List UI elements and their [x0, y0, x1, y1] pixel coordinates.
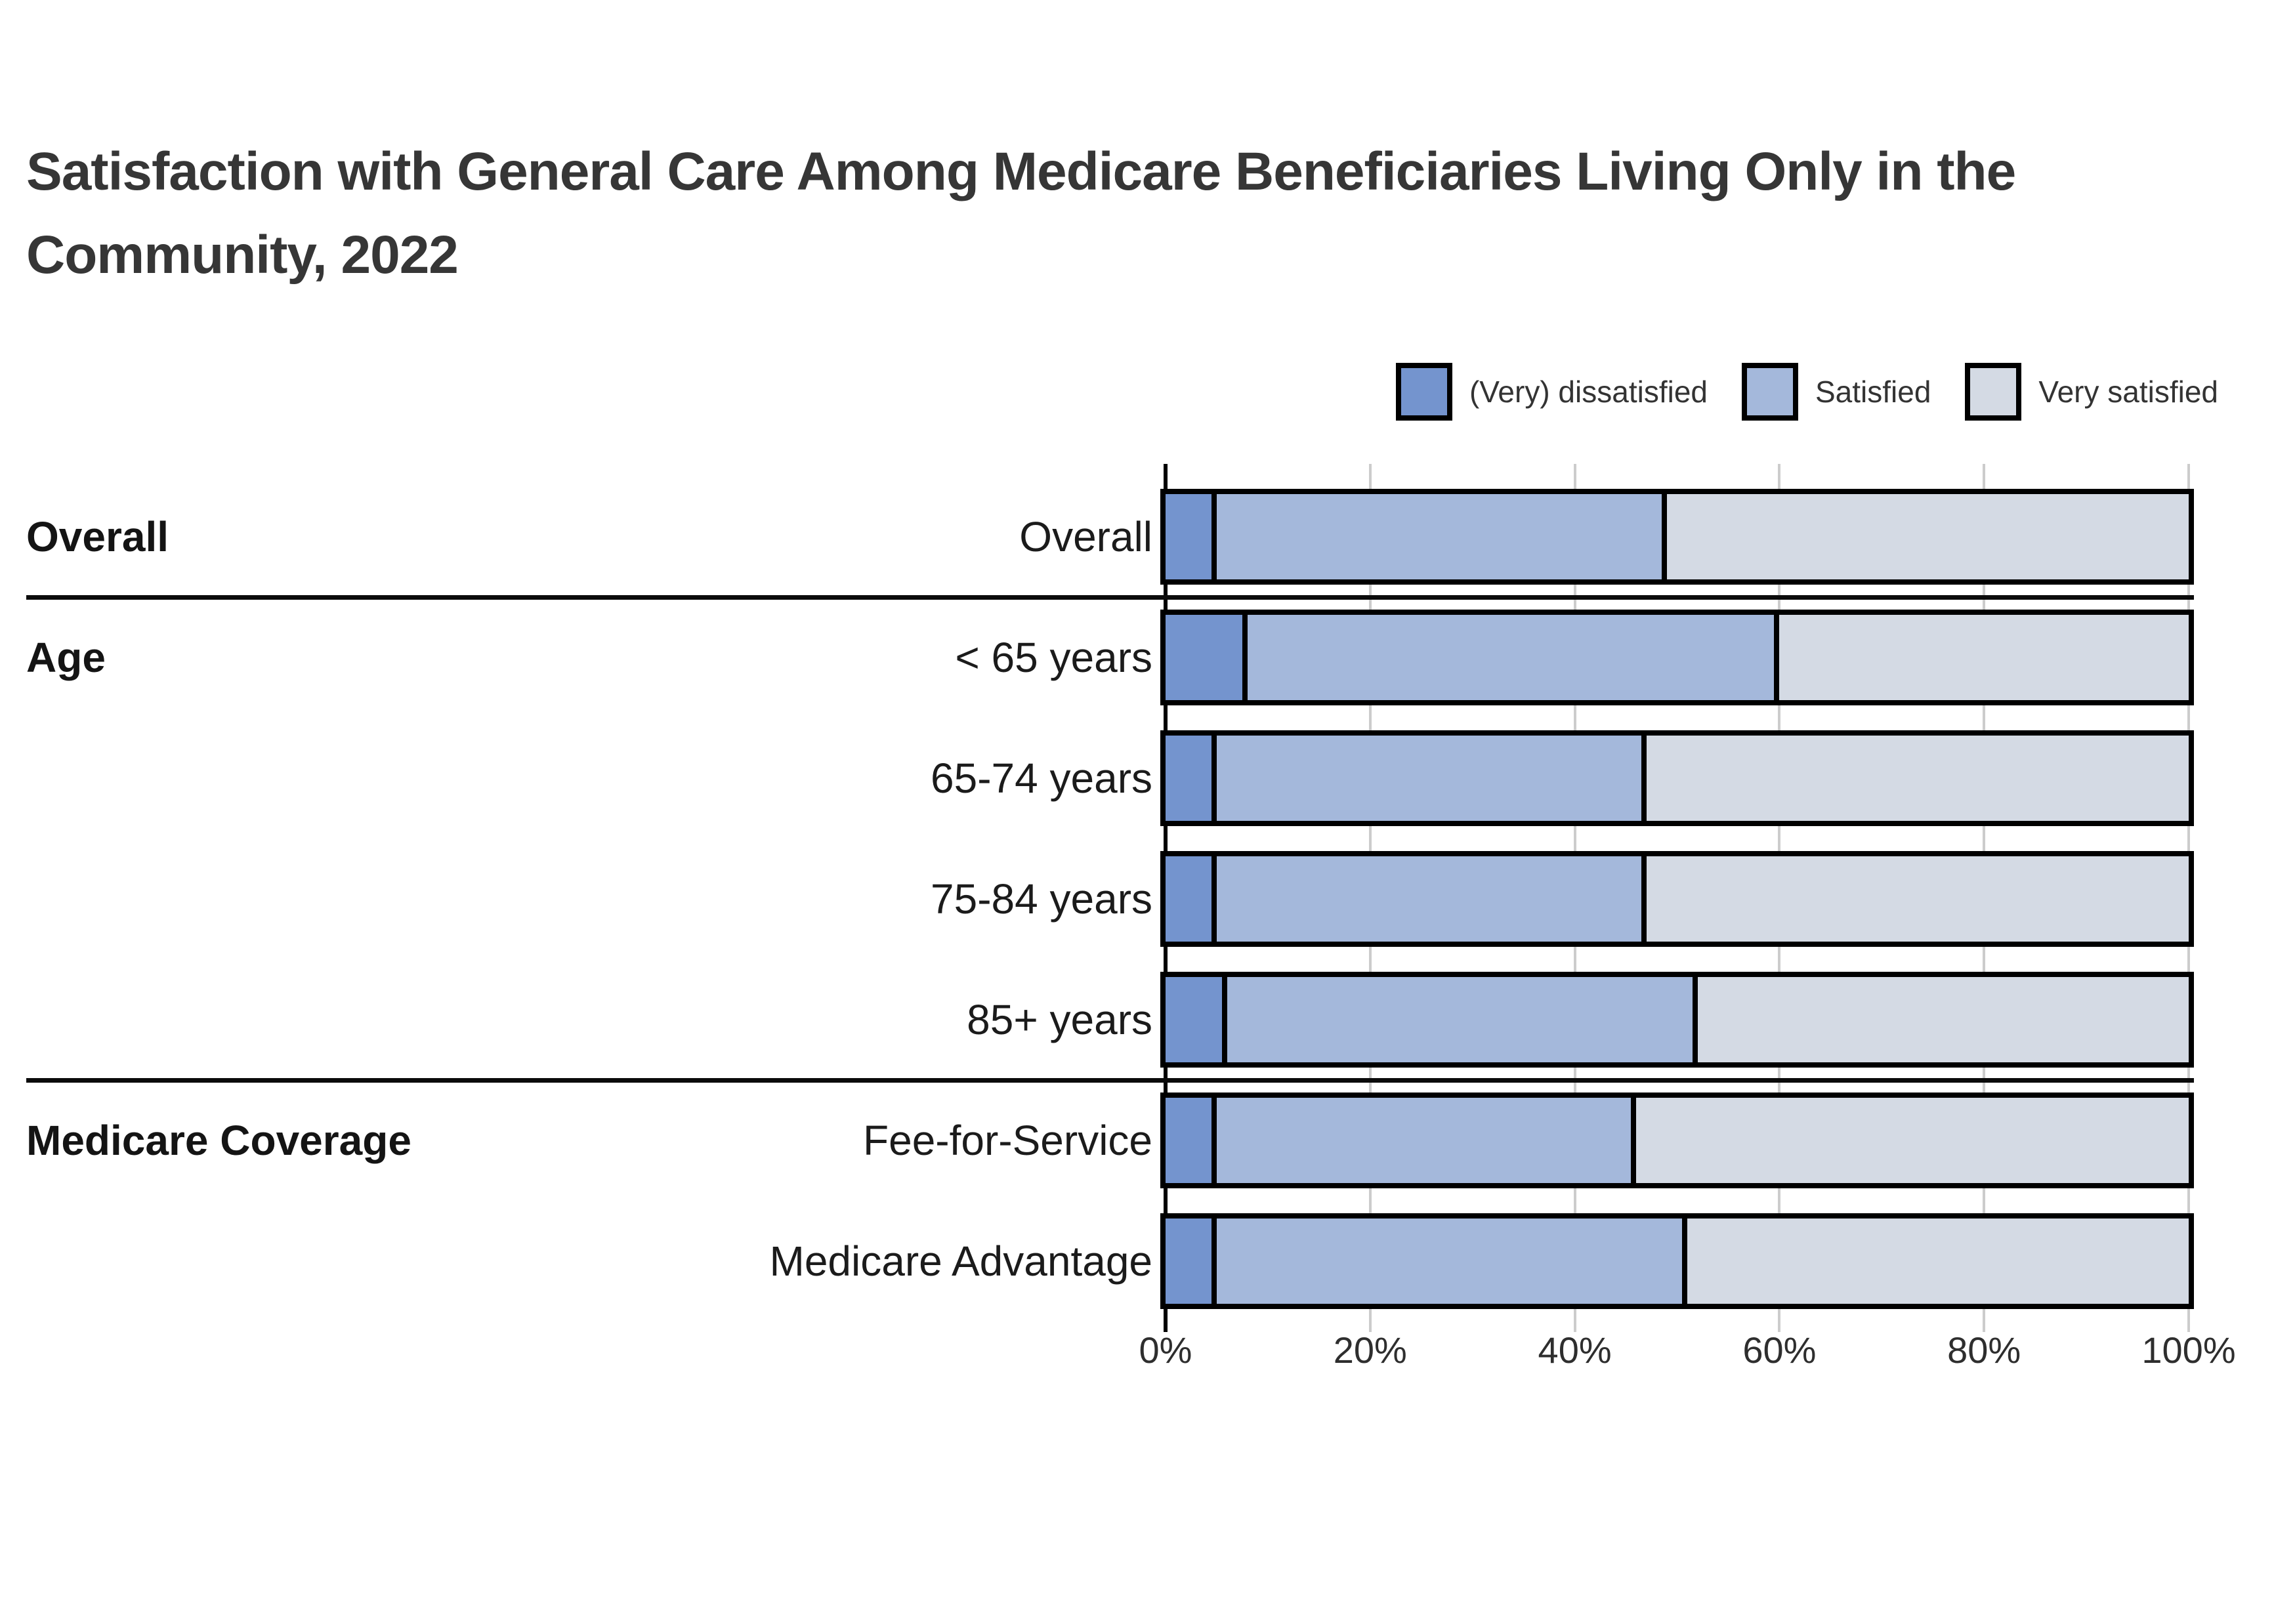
bar-segment-satisfied: [1216, 1218, 1688, 1304]
bar-segment-satisfied: [1216, 856, 1647, 942]
legend-item-very-dissatisfied: (Very) dissatisfied: [1395, 363, 1708, 421]
x-tick-label-100: 100%: [2141, 1329, 2236, 1371]
group-label-age: Age: [26, 634, 106, 681]
bar-segment-very-satisfied: [1697, 977, 2189, 1062]
group-separator-line: [26, 1078, 2194, 1083]
x-tick-label-0: 0%: [1139, 1329, 1192, 1371]
bar-segment-satisfied: [1216, 1098, 1637, 1183]
row-label-85-years: 85+ years: [967, 996, 1152, 1043]
bar-row-65-years: [1160, 610, 2194, 705]
bar-segment-very-dissatisfied: [1166, 615, 1248, 700]
bar-row-overall: [1160, 489, 2194, 585]
bar-row-65-74-years: [1160, 730, 2194, 826]
bar-segment-very-satisfied: [1687, 1218, 2189, 1304]
bar-segment-very-dissatisfied: [1166, 736, 1217, 821]
bar-row-85-years: [1160, 972, 2194, 1068]
bar-segment-satisfied: [1216, 736, 1647, 821]
row-label-65-74-years: 65-74 years: [931, 755, 1152, 802]
bar-segment-very-satisfied: [1636, 1098, 2189, 1183]
bar-segment-very-satisfied: [1779, 615, 2189, 700]
legend-label: Very satisfied: [2038, 375, 2218, 409]
bar-segment-satisfied: [1216, 494, 1667, 579]
legend-swatch-satisfied: [1741, 363, 1798, 421]
legend: (Very) dissatisfied Satisfied Very satisfi…: [1395, 363, 2218, 421]
bar-row-75-84-years: [1160, 851, 2194, 947]
row-label-65-years: < 65 years: [955, 634, 1152, 681]
bar-row-fee-for-service: [1160, 1093, 2194, 1188]
legend-swatch-very-satisfied: [1965, 363, 2022, 421]
legend-label: Satisfied: [1815, 375, 1931, 409]
bar-segment-satisfied: [1227, 977, 1698, 1062]
bar-segment-very-dissatisfied: [1166, 494, 1217, 579]
row-label-75-84-years: 75-84 years: [931, 875, 1152, 923]
x-tick-label-60: 60%: [1742, 1329, 1817, 1371]
legend-swatch-very-dissatisfied: [1395, 363, 1452, 421]
row-label-medicare-advantage: Medicare Advantage: [769, 1238, 1153, 1285]
row-label-overall: Overall: [1019, 513, 1152, 560]
group-separator-line: [26, 595, 2194, 600]
chart-title-line2: Community, 2022: [26, 225, 459, 285]
chart-title-line1: Satisfaction with General Care Among Med…: [26, 142, 2016, 201]
legend-item-satisfied: Satisfied: [1741, 363, 1931, 421]
x-tick-label-20: 20%: [1333, 1329, 1407, 1371]
group-label-medicare-coverage: Medicare Coverage: [26, 1117, 411, 1164]
bar-segment-very-dissatisfied: [1166, 1098, 1217, 1183]
bar-segment-very-satisfied: [1646, 736, 2189, 821]
bar-segment-very-satisfied: [1646, 856, 2189, 942]
group-label-overall: Overall: [26, 513, 169, 560]
bar-segment-satisfied: [1247, 615, 1780, 700]
x-tick-label-80: 80%: [1947, 1329, 2021, 1371]
bar-row-medicare-advantage: [1160, 1213, 2194, 1309]
bar-segment-very-dissatisfied: [1166, 1218, 1217, 1304]
legend-label: (Very) dissatisfied: [1469, 375, 1708, 409]
bar-segment-very-satisfied: [1666, 494, 2189, 579]
bar-segment-very-dissatisfied: [1166, 856, 1217, 942]
legend-item-very-satisfied: Very satisfied: [1965, 363, 2218, 421]
row-label-fee-for-service: Fee-for-Service: [863, 1117, 1152, 1164]
x-tick-label-40: 40%: [1538, 1329, 1612, 1371]
bar-segment-very-dissatisfied: [1166, 977, 1227, 1062]
chart-title: Satisfaction with General Care Among Med…: [26, 130, 2271, 297]
